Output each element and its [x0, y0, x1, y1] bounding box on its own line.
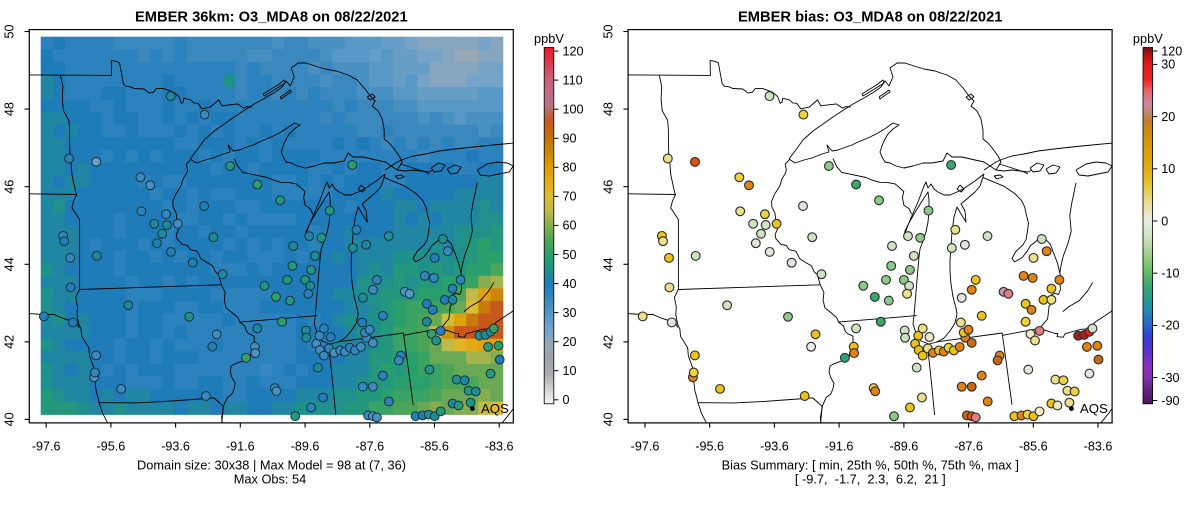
svg-text:ppbV: ppbV: [534, 31, 564, 46]
svg-text:44: 44: [601, 257, 615, 271]
svg-text:50: 50: [601, 24, 615, 38]
svg-text:EMBER 36km: O3_MDA8 on 08/22/2: EMBER 36km: O3_MDA8 on 08/22/2021: [135, 10, 408, 26]
svg-text:-87.6: -87.6: [954, 440, 983, 454]
svg-text:-91.6: -91.6: [226, 440, 255, 454]
svg-text:40: 40: [3, 412, 17, 426]
svg-text:-97.6: -97.6: [32, 440, 61, 454]
svg-text:-93.6: -93.6: [161, 440, 190, 454]
svg-text:-85.6: -85.6: [420, 440, 449, 454]
svg-text:-83.6: -83.6: [1084, 440, 1113, 454]
svg-text:10: 10: [1161, 162, 1175, 176]
svg-text:-95.6: -95.6: [97, 440, 126, 454]
svg-text:120: 120: [563, 44, 584, 58]
svg-text:46: 46: [601, 180, 615, 194]
svg-text:46: 46: [3, 180, 17, 194]
svg-text:-87.6: -87.6: [355, 440, 384, 454]
svg-text:-10: -10: [1161, 267, 1179, 281]
svg-text:-85.6: -85.6: [1019, 440, 1048, 454]
svg-text:-93.6: -93.6: [760, 440, 789, 454]
svg-text:10: 10: [563, 364, 577, 378]
svg-text:40: 40: [601, 412, 615, 426]
svg-text:0: 0: [563, 393, 570, 407]
svg-text:20: 20: [1161, 110, 1175, 124]
svg-text:40: 40: [563, 277, 577, 291]
svg-text:50: 50: [3, 24, 17, 38]
svg-text:60: 60: [563, 219, 577, 233]
svg-text:100: 100: [563, 103, 584, 117]
svg-text:44: 44: [3, 257, 17, 271]
svg-text:110: 110: [563, 73, 583, 87]
svg-text:70: 70: [563, 190, 577, 204]
svg-text:90: 90: [563, 132, 577, 146]
svg-text:Bias Summary: [ min, 25th %, 5: Bias Summary: [ min, 25th %, 50th %, 75t…: [722, 458, 1019, 473]
svg-text:48: 48: [3, 102, 17, 116]
svg-text:30: 30: [1161, 58, 1175, 72]
svg-text:-90: -90: [1161, 394, 1179, 408]
svg-text:[ -9.7, -1.7, 2.3, 6.2, 21: [ -9.7, -1.7, 2.3, 6.2, 21 ]: [795, 472, 946, 487]
svg-text:-95.6: -95.6: [695, 440, 724, 454]
svg-text:120: 120: [1161, 44, 1182, 58]
svg-text:-20: -20: [1161, 319, 1179, 333]
svg-text:AQS: AQS: [1080, 401, 1108, 416]
svg-text:42: 42: [3, 335, 17, 349]
svg-text:30: 30: [563, 306, 577, 320]
svg-text:42: 42: [601, 335, 615, 349]
svg-text:-89.6: -89.6: [291, 440, 320, 454]
svg-text:AQS: AQS: [481, 401, 509, 416]
svg-text:Domain size: 30x38 | Max Model: Domain size: 30x38 | Max Model = 98 at (…: [137, 458, 406, 473]
svg-text:EMBER bias: O3_MDA8 on 08/22/2: EMBER bias: O3_MDA8 on 08/22/2021: [738, 10, 1002, 26]
svg-text:-91.6: -91.6: [825, 440, 854, 454]
svg-text:50: 50: [563, 248, 577, 262]
svg-text:80: 80: [563, 161, 577, 175]
svg-text:ppbV: ppbV: [1133, 31, 1163, 46]
svg-text:-30: -30: [1161, 371, 1179, 385]
svg-text:-83.6: -83.6: [485, 440, 514, 454]
svg-text:Max Obs: 54: Max Obs: 54: [234, 472, 307, 487]
svg-text:-97.6: -97.6: [631, 440, 660, 454]
svg-text:-89.6: -89.6: [890, 440, 919, 454]
svg-text:48: 48: [601, 102, 615, 116]
svg-text:20: 20: [563, 335, 577, 349]
svg-text:0: 0: [1161, 214, 1168, 228]
